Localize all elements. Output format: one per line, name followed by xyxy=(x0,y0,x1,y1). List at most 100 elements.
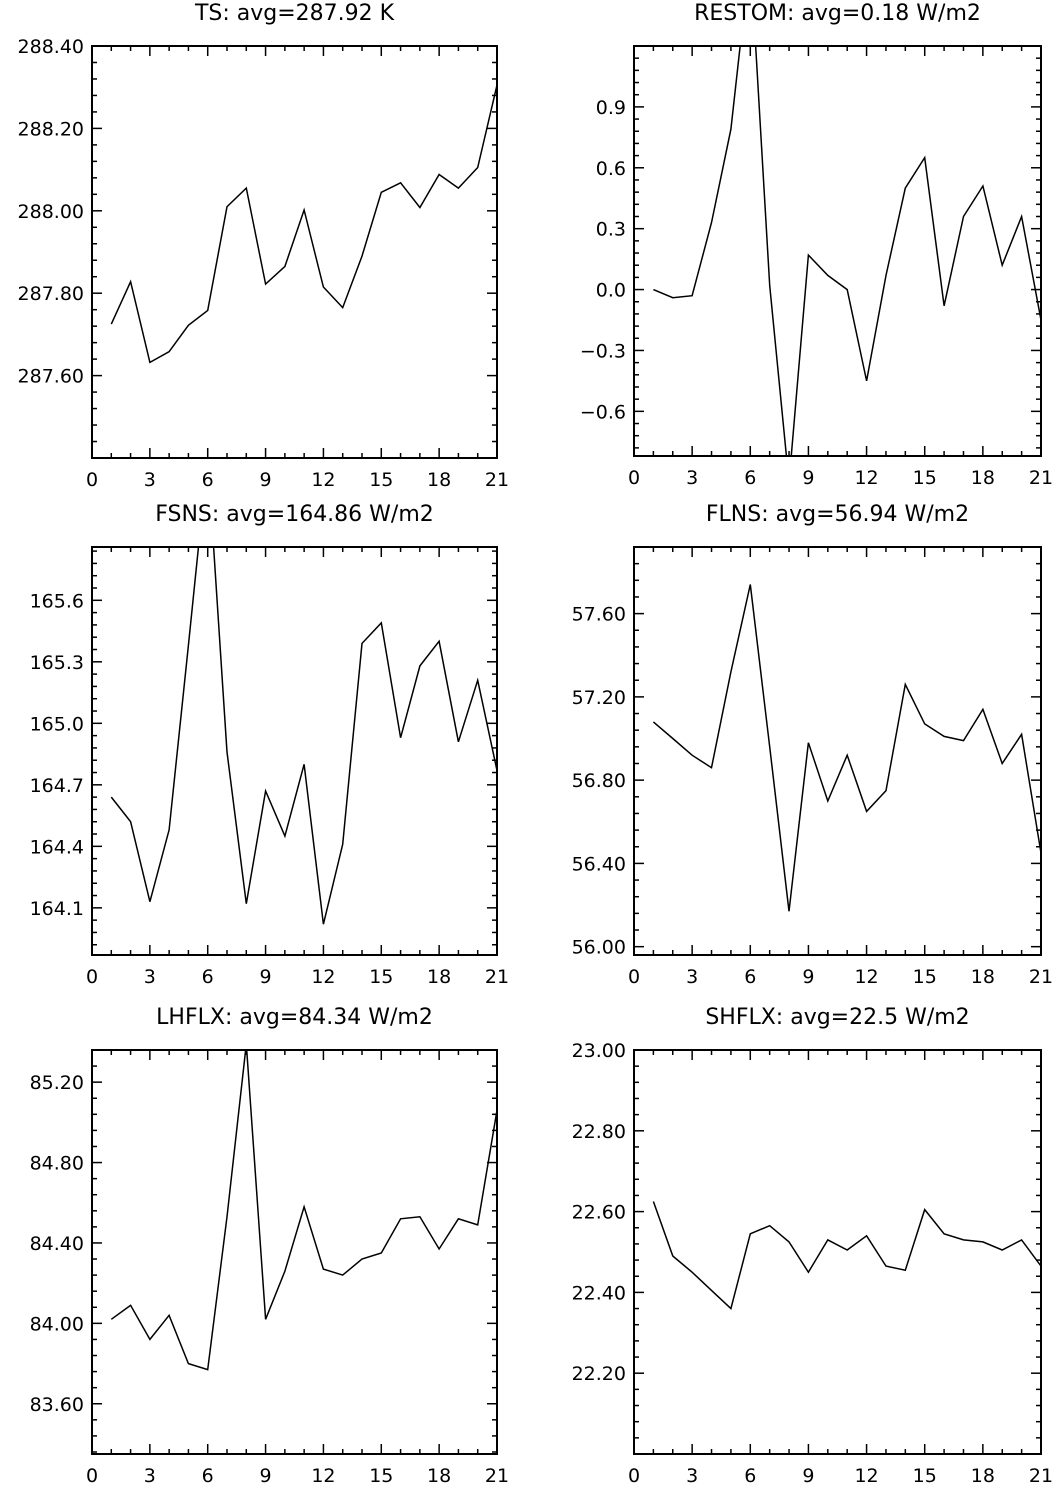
lhflx-plot-frame xyxy=(91,1049,498,1455)
fsns-x-tick-label: 0 xyxy=(86,966,98,988)
shflx-x-tick-label: 12 xyxy=(854,1465,878,1487)
lhflx-x-tick-label: 12 xyxy=(311,1465,335,1487)
shflx-x-tick-label: 18 xyxy=(971,1465,995,1487)
shflx-y-tick-label: 22.40 xyxy=(572,1282,626,1304)
ts-x-tick-label: 0 xyxy=(86,469,98,491)
ts-x-tick-label: 3 xyxy=(144,469,156,491)
lhflx-x-tick-label: 3 xyxy=(144,1465,156,1487)
flns-x-tick-label: 15 xyxy=(913,966,937,988)
fsns-x-tick-label: 3 xyxy=(144,966,156,988)
fsns-y-tick-label: 164.7 xyxy=(30,775,84,797)
restom-y-tick-label: 0.6 xyxy=(596,158,626,180)
shflx-series-line xyxy=(652,1201,1041,1311)
flns-title: FLNS: avg=56.94 W/m2 xyxy=(706,502,969,527)
restom-y-tick-label: 0.9 xyxy=(596,97,626,119)
lhflx-y-tick-label: 84.80 xyxy=(30,1153,84,1175)
shflx-y-tick-label: 23.00 xyxy=(572,1040,626,1062)
flns-x-tick-label: 3 xyxy=(686,966,698,988)
shflx-title: SHFLX: avg=22.5 W/m2 xyxy=(705,1005,969,1030)
restom-x-tick-label: 0 xyxy=(628,467,640,489)
flns-y-tick-label: 56.80 xyxy=(572,770,626,792)
restom-x-tick-label: 3 xyxy=(686,467,698,489)
panel-lhflx: LHFLX: avg=84.34 W/m2 0 3 6 9 12 15 18 21 83.60 84… xyxy=(30,1005,510,1487)
fsns-y-tick-label: 165.3 xyxy=(30,652,84,674)
ts-x-tick-label: 9 xyxy=(260,469,272,491)
shflx-x-tick-label: 3 xyxy=(686,1465,698,1487)
lhflx-x-tick-label: 9 xyxy=(260,1465,272,1487)
restom-x-tick-label: 15 xyxy=(913,467,937,489)
fsns-title: FSNS: avg=164.86 W/m2 xyxy=(155,502,434,527)
shflx-x-tick-label: 9 xyxy=(802,1465,814,1487)
flns-x-tick-label: 0 xyxy=(628,966,640,988)
restom-title: RESTOM: avg=0.18 W/m2 xyxy=(694,1,981,26)
restom-x-tick-label: 9 xyxy=(802,467,814,489)
restom-y-tick-label: 0.0 xyxy=(596,280,626,302)
shflx-x-tick-label: 15 xyxy=(913,1465,937,1487)
lhflx-x-tick-label: 18 xyxy=(427,1465,451,1487)
lhflx-y-tick-label: 84.40 xyxy=(30,1233,84,1255)
fsns-series-line xyxy=(110,547,497,925)
flns-y-tick-label: 56.00 xyxy=(572,937,626,959)
restom-x-tick-label: 12 xyxy=(854,467,878,489)
panel-shflx: SHFLX: avg=22.5 W/m2 0 3 6 9 12 15 18 21 22.20 22.… xyxy=(572,1005,1053,1487)
flns-y-tick-label: 57.60 xyxy=(572,604,626,626)
lhflx-y-tick-label: 84.00 xyxy=(30,1313,84,1335)
flns-x-tick-label: 21 xyxy=(1029,966,1053,988)
ts-x-tick-label: 21 xyxy=(485,469,509,491)
ts-title: TS: avg=287.92 K xyxy=(194,1,395,26)
lhflx-title: LHFLX: avg=84.34 W/m2 xyxy=(156,1005,433,1030)
ts-x-tick-label: 15 xyxy=(369,469,393,491)
fsns-x-tick-label: 6 xyxy=(202,966,214,988)
flns-y-tick-label: 56.40 xyxy=(572,853,626,875)
flns-x-tick-label: 9 xyxy=(802,966,814,988)
ts-y-tick-label: 288.00 xyxy=(18,201,84,223)
lhflx-y-tick-label: 83.60 xyxy=(30,1394,84,1416)
restom-y-tick-label: 0.3 xyxy=(596,219,626,241)
panel-flns: FLNS: avg=56.94 W/m2 0 3 6 9 12 15 18 21 56.00 56.… xyxy=(572,502,1053,988)
lhflx-y-tick-label: 85.20 xyxy=(30,1072,84,1094)
restom-y-tick-label: −0.6 xyxy=(580,401,626,423)
flns-plot-frame xyxy=(633,546,1042,956)
fsns-x-tick-label: 9 xyxy=(260,966,272,988)
fsns-plot-frame xyxy=(91,546,498,956)
fsns-x-tick-label: 18 xyxy=(427,966,451,988)
fsns-y-tick-label: 165.6 xyxy=(30,590,84,612)
lhflx-x-tick-label: 21 xyxy=(485,1465,509,1487)
restom-x-tick-label: 18 xyxy=(971,467,995,489)
ts-x-tick-label: 18 xyxy=(427,469,451,491)
ts-x-tick-label: 12 xyxy=(311,469,335,491)
panel-restom: RESTOM: avg=0.18 W/m2 0 3 6 9 12 15 18 21 −0.6 −0.… xyxy=(580,1,1053,489)
flns-y-tick-label: 57.20 xyxy=(572,687,626,709)
panel-fsns: FSNS: avg=164.86 W/m2 0 3 6 9 12 15 18 21 164.1 16… xyxy=(30,502,510,988)
lhflx-series-line xyxy=(110,1050,497,1371)
shflx-y-tick-label: 22.60 xyxy=(572,1202,626,1224)
lhflx-x-tick-label: 6 xyxy=(202,1465,214,1487)
restom-series-line xyxy=(653,46,1041,456)
fsns-y-tick-label: 164.1 xyxy=(30,898,84,920)
fsns-x-tick-label: 15 xyxy=(369,966,393,988)
lhflx-x-tick-label: 0 xyxy=(86,1465,98,1487)
panel-ts: TS: avg=287.92 K 0 3 6 9 12 15 18 21 287.60 287.80… xyxy=(18,1,510,491)
ts-y-tick-label: 287.60 xyxy=(18,366,84,388)
fsns-y-tick-label: 164.4 xyxy=(30,836,84,858)
flns-x-tick-label: 18 xyxy=(971,966,995,988)
ts-y-tick-label: 288.20 xyxy=(18,118,84,140)
flns-x-tick-label: 6 xyxy=(744,966,756,988)
fsns-y-tick-label: 165.0 xyxy=(30,713,84,735)
flns-series-line xyxy=(652,584,1041,912)
restom-y-tick-label: −0.3 xyxy=(580,340,626,362)
ts-x-tick-label: 6 xyxy=(202,469,214,491)
fsns-x-tick-label: 21 xyxy=(485,966,509,988)
restom-x-tick-label: 21 xyxy=(1029,467,1053,489)
shflx-plot-frame xyxy=(633,1049,1042,1455)
lhflx-x-tick-label: 15 xyxy=(369,1465,393,1487)
restom-plot-frame xyxy=(633,45,1042,457)
shflx-y-tick-label: 22.20 xyxy=(572,1363,626,1385)
flns-x-tick-label: 12 xyxy=(854,966,878,988)
ts-y-tick-label: 288.40 xyxy=(18,36,84,58)
shflx-y-tick-label: 22.80 xyxy=(572,1121,626,1143)
fsns-x-tick-label: 12 xyxy=(311,966,335,988)
ts-plot-frame xyxy=(91,45,498,459)
shflx-x-tick-label: 0 xyxy=(628,1465,640,1487)
